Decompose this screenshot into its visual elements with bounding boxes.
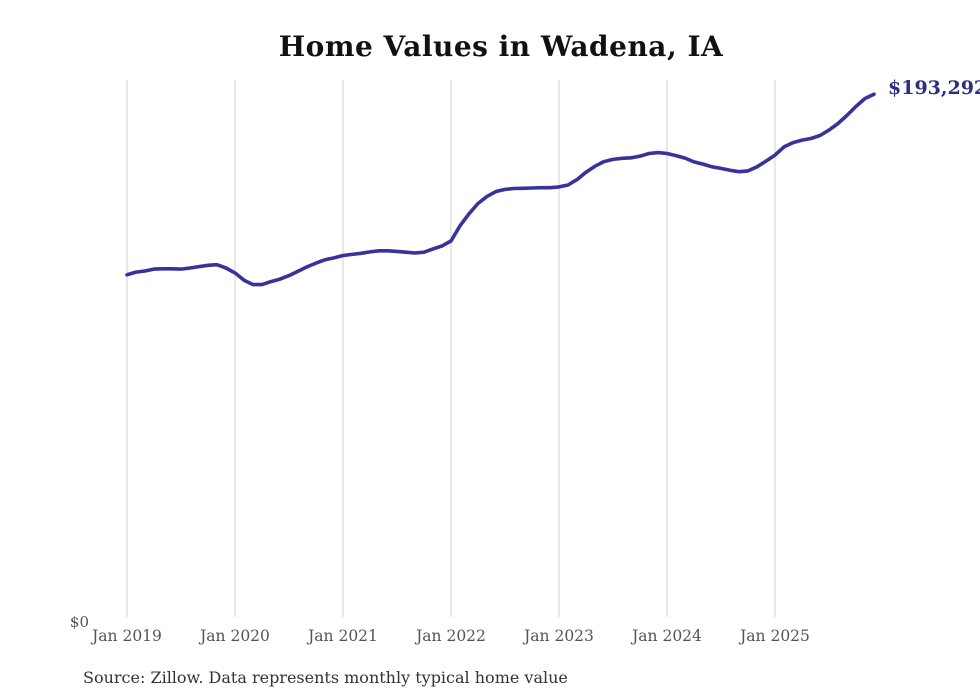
- chart-title: Home Values in Wadena, IA: [278, 30, 724, 63]
- x-tick-label: Jan 2024: [630, 627, 702, 645]
- x-tick-label: Jan 2023: [522, 627, 594, 645]
- x-tick-label: Jan 2020: [198, 627, 270, 645]
- y-axis-zero-label: $0: [69, 613, 89, 631]
- latest-value-label: $193,292: [888, 77, 980, 99]
- x-tick-label: Jan 2021: [306, 627, 378, 645]
- x-tick-label: Jan 2022: [414, 627, 486, 645]
- source-note: Source: Zillow. Data represents monthly …: [83, 668, 568, 687]
- x-tick-label: Jan 2025: [738, 627, 810, 645]
- home-value-line: [125, 92, 876, 287]
- x-tick-label: Jan 2019: [90, 627, 162, 645]
